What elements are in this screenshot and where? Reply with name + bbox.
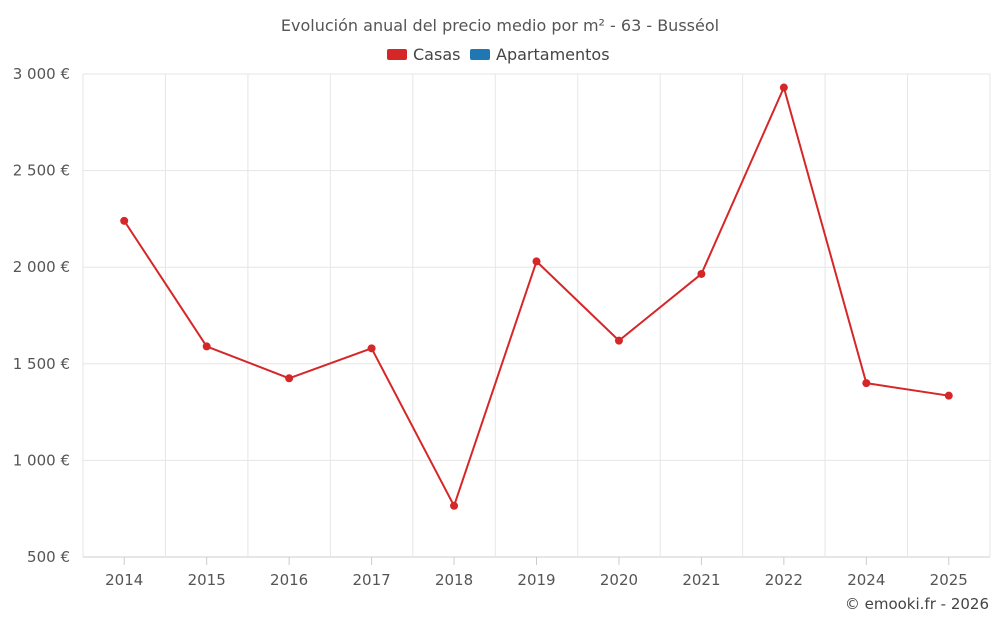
data-point-casas[interactable] xyxy=(285,374,294,383)
x-tick-label: 2017 xyxy=(352,571,390,589)
data-point-casas[interactable] xyxy=(614,336,623,345)
y-tick-label: 1 500 € xyxy=(13,355,70,373)
legend-label-casas[interactable]: Casas xyxy=(413,45,460,64)
x-tick-label: 2019 xyxy=(517,571,555,589)
data-point-casas[interactable] xyxy=(944,391,953,400)
legend-swatch-apartamentos[interactable] xyxy=(470,49,490,60)
y-tick-label: 2 500 € xyxy=(13,162,70,180)
legend-label-apartamentos[interactable]: Apartamentos xyxy=(496,45,610,64)
x-tick-label: 2018 xyxy=(435,571,473,589)
x-tick-label: 2015 xyxy=(188,571,226,589)
y-axis-ticks: 500 € 1 000 € 1 500 € 2 000 € 2 500 € 3 000 € xyxy=(13,65,70,566)
grid xyxy=(82,73,991,558)
data-point-casas[interactable] xyxy=(779,83,788,92)
x-tick-label: 2022 xyxy=(765,571,803,589)
data-point-casas[interactable] xyxy=(532,257,541,266)
data-point-casas[interactable] xyxy=(862,379,871,388)
y-tick-label: 1 000 € xyxy=(13,451,70,469)
y-tick-label: 500 € xyxy=(27,548,70,566)
chart-title: Evolución anual del precio medio por m² … xyxy=(281,16,719,35)
x-tick-label: 2021 xyxy=(682,571,720,589)
x-axis-ticks: 2014 2015 2016 2017 2018 2019 2020 2021 2022 2024… xyxy=(105,557,968,589)
x-tick-label: 2020 xyxy=(600,571,638,589)
legend: Casas Apartamentos xyxy=(387,45,610,64)
data-point-casas[interactable] xyxy=(450,501,459,510)
x-tick-label: 2025 xyxy=(930,571,968,589)
x-tick-label: 2024 xyxy=(847,571,885,589)
data-point-casas[interactable] xyxy=(367,344,376,353)
y-tick-label: 3 000 € xyxy=(13,65,70,83)
data-point-casas[interactable] xyxy=(202,342,211,351)
legend-swatch-casas[interactable] xyxy=(387,49,407,60)
data-point-casas[interactable] xyxy=(120,216,129,225)
x-tick-label: 2016 xyxy=(270,571,308,589)
credit-text: © emooki.fr - 2026 xyxy=(845,595,989,613)
y-tick-label: 2 000 € xyxy=(13,258,70,276)
series-casas xyxy=(120,83,953,510)
x-tick-label: 2014 xyxy=(105,571,143,589)
data-point-casas[interactable] xyxy=(697,269,706,278)
